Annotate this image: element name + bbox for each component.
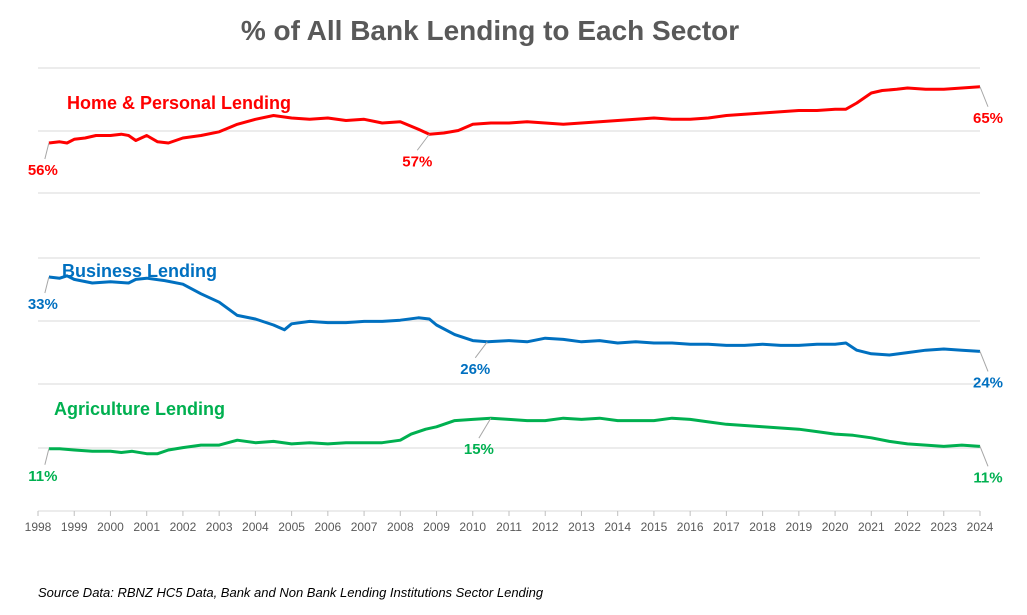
callout-leader-end — [979, 86, 989, 107]
data-label-start: 11% — [28, 468, 57, 485]
series-line-1 — [48, 274, 981, 357]
x-tick-label: 2016 — [677, 520, 704, 534]
x-tick-label: 2013 — [568, 520, 595, 534]
x-tick-label: 2001 — [133, 520, 160, 534]
callout-leader-mid — [478, 417, 492, 439]
x-tick-label: 2021 — [858, 520, 885, 534]
data-label-end: 11% — [973, 469, 1002, 486]
series-line-0 — [48, 85, 981, 145]
x-tick-label: 2004 — [242, 520, 269, 534]
x-tick-label: 2022 — [894, 520, 921, 534]
x-tick-label: 2000 — [97, 520, 124, 534]
x-tick-label: 2007 — [351, 520, 378, 534]
series-label-home: Home & Personal Lending — [67, 93, 291, 113]
source-note: Source Data: RBNZ HC5 Data, Bank and Non… — [38, 585, 544, 600]
x-tick-label: 2005 — [278, 520, 305, 534]
x-tick-label: 2015 — [641, 520, 668, 534]
x-tick-label: 2018 — [749, 520, 776, 534]
x-tick-label: 2008 — [387, 520, 414, 534]
x-tick-label: 2010 — [459, 520, 486, 534]
x-tick-label: 2012 — [532, 520, 559, 534]
x-tick-label: 2020 — [822, 520, 849, 534]
x-tick-label: 2006 — [314, 520, 341, 534]
x-tick-label: 2009 — [423, 520, 450, 534]
callout-leader-end — [979, 446, 989, 467]
series-line-2 — [48, 416, 981, 456]
callout-leader-end — [979, 351, 989, 372]
x-tick-label: 2014 — [604, 520, 631, 534]
x-axis: 1998 1999 2000 2001 2002 2003 2004 2005 2006 2007… — [25, 511, 994, 534]
data-label-mid: 15% — [464, 441, 494, 458]
callout-leader-start — [44, 448, 50, 465]
x-tick-label: 2002 — [170, 520, 197, 534]
callout-leader-start — [44, 276, 50, 294]
x-tick-label: 2003 — [206, 520, 233, 534]
data-label-start: 33% — [28, 296, 58, 313]
x-tick-label: 2024 — [967, 520, 994, 534]
series-layer — [48, 85, 981, 456]
data-label-mid: 26% — [460, 361, 490, 378]
x-tick-label: 1999 — [61, 520, 88, 534]
chart-title: % of All Bank Lending to Each Sector — [241, 15, 739, 46]
callout-leader-mid — [474, 341, 488, 359]
data-label-start: 56% — [28, 162, 58, 179]
callout-leader-mid — [416, 133, 430, 151]
data-label-mid: 57% — [402, 153, 432, 170]
series-label-business: Business Lending — [62, 261, 217, 281]
x-tick-label: 2019 — [785, 520, 812, 534]
data-label-end: 65% — [973, 110, 1003, 127]
data-label-end: 24% — [973, 374, 1003, 391]
gridlines — [38, 67, 980, 512]
x-tick-label: 2011 — [496, 520, 522, 534]
x-tick-label: 2017 — [713, 520, 740, 534]
data-label-layer: 56% 57% 65% 33% 26% 24% 11% 15% 11% — [28, 86, 1003, 486]
series-label-agriculture: Agriculture Lending — [54, 399, 225, 419]
x-tick-label: 1998 — [25, 520, 52, 534]
x-tick-label: 2023 — [930, 520, 957, 534]
callout-leader-start — [44, 142, 50, 160]
